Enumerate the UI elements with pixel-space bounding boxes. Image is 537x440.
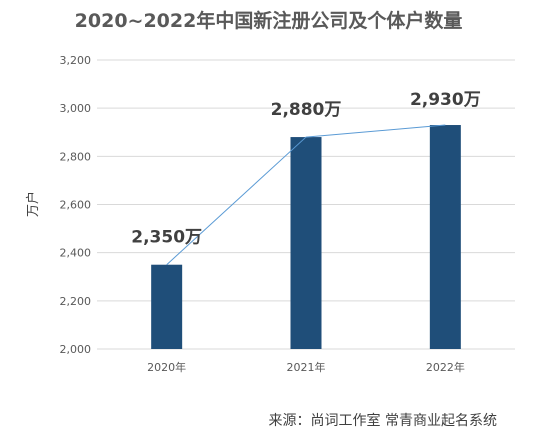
y-tick-label: 3,000: [60, 102, 92, 115]
x-tick-label: 2022年: [426, 360, 465, 374]
y-tick-label: 2,800: [60, 150, 92, 163]
data-label: 2,930万: [410, 90, 481, 110]
data-label: 2,880万: [271, 100, 342, 120]
y-tick-label: 3,200: [60, 54, 92, 67]
bar: [429, 125, 461, 350]
source-note: 来源：尚词工作室 常青商业起名系统: [268, 413, 497, 429]
chart-title: 2020~2022年中国新注册公司及个体户数量: [74, 10, 463, 32]
y-tick-label: 2,000: [60, 343, 92, 356]
y-tick-label: 2,400: [60, 247, 92, 260]
y-tick-label: 2,600: [60, 199, 92, 212]
y-axis-label: 万户: [25, 191, 41, 217]
bar: [151, 264, 183, 349]
x-tick-label: 2021年: [287, 360, 326, 374]
trend-line: [166, 124, 446, 266]
y-tick-label: 2,200: [60, 295, 92, 308]
x-tick-label: 2020年: [147, 360, 186, 374]
bar: [290, 137, 322, 349]
data-label: 2,350万: [131, 228, 202, 248]
